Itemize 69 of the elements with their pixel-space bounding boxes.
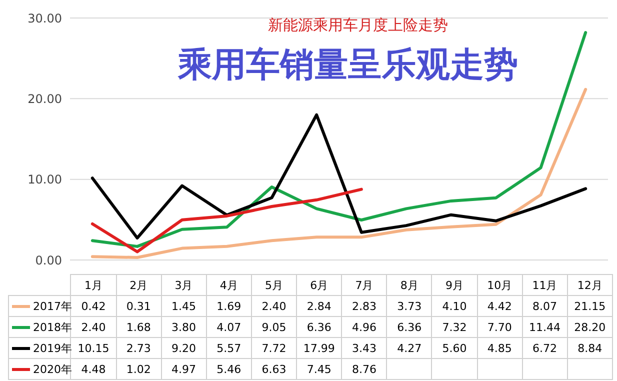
- data-label: 7.32: [432, 316, 478, 338]
- data-label: 1.69: [206, 296, 252, 316]
- data-label: 8.07: [522, 296, 568, 316]
- data-label: 4.97: [161, 358, 206, 380]
- data-label: 5.60: [432, 338, 478, 358]
- x-tick-label: 9月: [432, 274, 478, 296]
- data-label: 9.20: [161, 338, 206, 358]
- y-tick-label: 10.00: [28, 172, 62, 187]
- data-label: 2.83: [342, 296, 387, 316]
- y-tick-label: 20.00: [28, 92, 62, 106]
- data-label: 1.68: [116, 316, 162, 338]
- line-series: [90, 113, 588, 240]
- x-tick-label: 3月: [161, 274, 206, 296]
- legend-label: 2017年: [33, 300, 72, 312]
- y-tick-label: 30.00: [28, 11, 62, 26]
- data-label: 2.84: [296, 296, 342, 316]
- data-label: 3.80: [161, 316, 206, 338]
- y-tick-label: 0.00: [35, 253, 62, 268]
- data-label: 11.44: [522, 316, 568, 338]
- data-label: 10.15: [70, 338, 116, 358]
- data-label: 5.57: [206, 338, 252, 358]
- data-label: 7.72: [251, 338, 297, 358]
- data-label: 6.36: [386, 316, 432, 338]
- data-label: 4.10: [432, 296, 478, 316]
- data-label: 8.84: [567, 338, 612, 358]
- x-tick-label: 5月: [251, 274, 297, 296]
- legend-label: 2020年: [33, 362, 72, 376]
- data-label: 2.40: [70, 316, 116, 338]
- text: 乘用车销量呈乐观走势: [176, 44, 519, 87]
- data-label: 8.76: [342, 358, 387, 380]
- data-label: 4.96: [342, 316, 387, 338]
- data-label: 7.70: [477, 316, 522, 338]
- data-label: 6.63: [251, 358, 297, 380]
- data-label: 4.07: [206, 316, 252, 338]
- x-tick-label: 7月: [342, 274, 387, 296]
- data-label: 4.48: [70, 358, 116, 380]
- data-label: 0.42: [70, 296, 116, 316]
- data-label: 6.72: [522, 338, 568, 358]
- x-tick-label: 8月: [386, 274, 432, 296]
- x-tick-label: 2月: [116, 274, 162, 296]
- line-series: [90, 88, 588, 259]
- x-tick-label: 10月: [477, 274, 522, 296]
- legend-label: 2019年: [33, 342, 72, 354]
- data-label: 9.05: [251, 316, 297, 338]
- x-tick-label: 12月: [567, 274, 612, 296]
- line-series: [90, 31, 588, 248]
- data-label: 28.20: [567, 316, 612, 338]
- x-tick-label: 4月: [206, 274, 252, 296]
- data-label: 17.99: [296, 338, 342, 358]
- chart-title: 新能源乘用车月度上险走势: [267, 16, 449, 35]
- data-label: 5.46: [206, 358, 252, 380]
- data-label: 3.73: [386, 296, 432, 316]
- data-label: 21.15: [567, 296, 612, 316]
- x-tick-label: 6月: [296, 274, 342, 296]
- data-label: 3.43: [342, 338, 387, 358]
- data-label: 0.31: [116, 296, 162, 316]
- x-tick-label: 11月: [522, 274, 568, 296]
- data-label: 1.45: [161, 296, 206, 316]
- data-label: 2.40: [251, 296, 297, 316]
- x-tick-label: 1月: [70, 274, 116, 296]
- data-label: 2.73: [116, 338, 162, 358]
- line-series: [90, 188, 363, 254]
- data-label: 1.02: [116, 358, 162, 380]
- data-label: 4.27: [386, 338, 432, 358]
- data-label: 4.85: [477, 338, 522, 358]
- data-label: 7.45: [296, 358, 342, 380]
- legend-label: 2018年: [33, 320, 72, 334]
- data-label: 6.36: [296, 316, 342, 338]
- data-label: 4.42: [477, 296, 522, 316]
